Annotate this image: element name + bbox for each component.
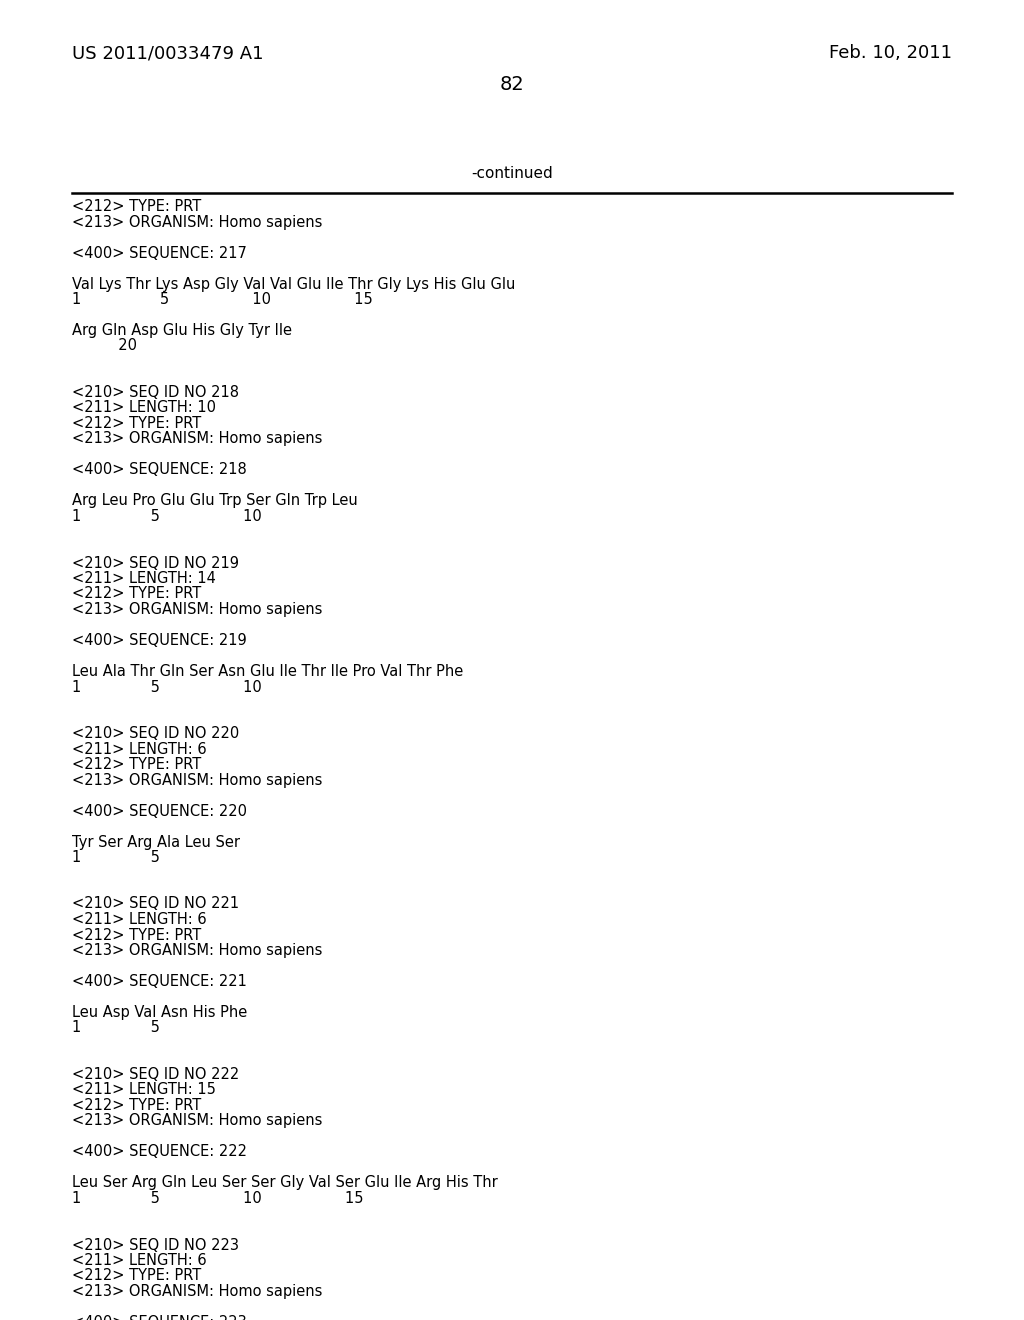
- Text: <212> TYPE: PRT: <212> TYPE: PRT: [72, 756, 202, 772]
- Text: <400> SEQUENCE: 222: <400> SEQUENCE: 222: [72, 1144, 247, 1159]
- Text: <211> LENGTH: 6: <211> LENGTH: 6: [72, 1253, 207, 1269]
- Text: 1               5: 1 5: [72, 850, 160, 865]
- Text: -continued: -continued: [471, 166, 553, 181]
- Text: <213> ORGANISM: Homo sapiens: <213> ORGANISM: Homo sapiens: [72, 214, 323, 230]
- Text: <210> SEQ ID NO 221: <210> SEQ ID NO 221: [72, 896, 240, 912]
- Text: <212> TYPE: PRT: <212> TYPE: PRT: [72, 586, 202, 602]
- Text: <210> SEQ ID NO 219: <210> SEQ ID NO 219: [72, 556, 239, 570]
- Text: 82: 82: [500, 75, 524, 94]
- Text: 1               5: 1 5: [72, 1020, 160, 1035]
- Text: <211> LENGTH: 15: <211> LENGTH: 15: [72, 1082, 216, 1097]
- Text: <211> LENGTH: 6: <211> LENGTH: 6: [72, 912, 207, 927]
- Text: Val Lys Thr Lys Asp Gly Val Val Glu Ile Thr Gly Lys His Glu Glu: Val Lys Thr Lys Asp Gly Val Val Glu Ile …: [72, 276, 515, 292]
- Text: 1               5                  10                  15: 1 5 10 15: [72, 1191, 364, 1206]
- Text: <211> LENGTH: 10: <211> LENGTH: 10: [72, 400, 216, 416]
- Text: Feb. 10, 2011: Feb. 10, 2011: [829, 44, 952, 62]
- Text: Arg Leu Pro Glu Glu Trp Ser Gln Trp Leu: Arg Leu Pro Glu Glu Trp Ser Gln Trp Leu: [72, 494, 357, 508]
- Text: <400> SEQUENCE: 220: <400> SEQUENCE: 220: [72, 804, 247, 818]
- Text: <210> SEQ ID NO 220: <210> SEQ ID NO 220: [72, 726, 240, 741]
- Text: 1               5                  10: 1 5 10: [72, 510, 262, 524]
- Text: <400> SEQUENCE: 219: <400> SEQUENCE: 219: [72, 634, 247, 648]
- Text: <213> ORGANISM: Homo sapiens: <213> ORGANISM: Homo sapiens: [72, 942, 323, 958]
- Text: <210> SEQ ID NO 222: <210> SEQ ID NO 222: [72, 1067, 240, 1082]
- Text: <213> ORGANISM: Homo sapiens: <213> ORGANISM: Homo sapiens: [72, 432, 323, 446]
- Text: <211> LENGTH: 6: <211> LENGTH: 6: [72, 742, 207, 756]
- Text: 1               5                  10: 1 5 10: [72, 680, 262, 694]
- Text: 20: 20: [72, 338, 137, 354]
- Text: Tyr Ser Arg Ala Leu Ser: Tyr Ser Arg Ala Leu Ser: [72, 834, 240, 850]
- Text: Leu Ser Arg Gln Leu Ser Ser Gly Val Ser Glu Ile Arg His Thr: Leu Ser Arg Gln Leu Ser Ser Gly Val Ser …: [72, 1176, 498, 1191]
- Text: <213> ORGANISM: Homo sapiens: <213> ORGANISM: Homo sapiens: [72, 1284, 323, 1299]
- Text: <400> SEQUENCE: 218: <400> SEQUENCE: 218: [72, 462, 247, 478]
- Text: <400> SEQUENCE: 217: <400> SEQUENCE: 217: [72, 246, 247, 260]
- Text: US 2011/0033479 A1: US 2011/0033479 A1: [72, 44, 263, 62]
- Text: <212> TYPE: PRT: <212> TYPE: PRT: [72, 928, 202, 942]
- Text: <212> TYPE: PRT: <212> TYPE: PRT: [72, 1269, 202, 1283]
- Text: Leu Asp Val Asn His Phe: Leu Asp Val Asn His Phe: [72, 1005, 247, 1020]
- Text: 1                 5                  10                  15: 1 5 10 15: [72, 292, 373, 308]
- Text: <213> ORGANISM: Homo sapiens: <213> ORGANISM: Homo sapiens: [72, 1114, 323, 1129]
- Text: <212> TYPE: PRT: <212> TYPE: PRT: [72, 416, 202, 432]
- Text: <400> SEQUENCE: 221: <400> SEQUENCE: 221: [72, 974, 247, 989]
- Text: <213> ORGANISM: Homo sapiens: <213> ORGANISM: Homo sapiens: [72, 602, 323, 616]
- Text: <212> TYPE: PRT: <212> TYPE: PRT: [72, 1098, 202, 1113]
- Text: Leu Ala Thr Gln Ser Asn Glu Ile Thr Ile Pro Val Thr Phe: Leu Ala Thr Gln Ser Asn Glu Ile Thr Ile …: [72, 664, 463, 678]
- Text: <210> SEQ ID NO 223: <210> SEQ ID NO 223: [72, 1238, 239, 1253]
- Text: <211> LENGTH: 14: <211> LENGTH: 14: [72, 572, 216, 586]
- Text: <213> ORGANISM: Homo sapiens: <213> ORGANISM: Homo sapiens: [72, 772, 323, 788]
- Text: Arg Gln Asp Glu His Gly Tyr Ile: Arg Gln Asp Glu His Gly Tyr Ile: [72, 323, 292, 338]
- Text: <400> SEQUENCE: 223: <400> SEQUENCE: 223: [72, 1315, 247, 1320]
- Text: <212> TYPE: PRT: <212> TYPE: PRT: [72, 199, 202, 214]
- Text: <210> SEQ ID NO 218: <210> SEQ ID NO 218: [72, 385, 239, 400]
